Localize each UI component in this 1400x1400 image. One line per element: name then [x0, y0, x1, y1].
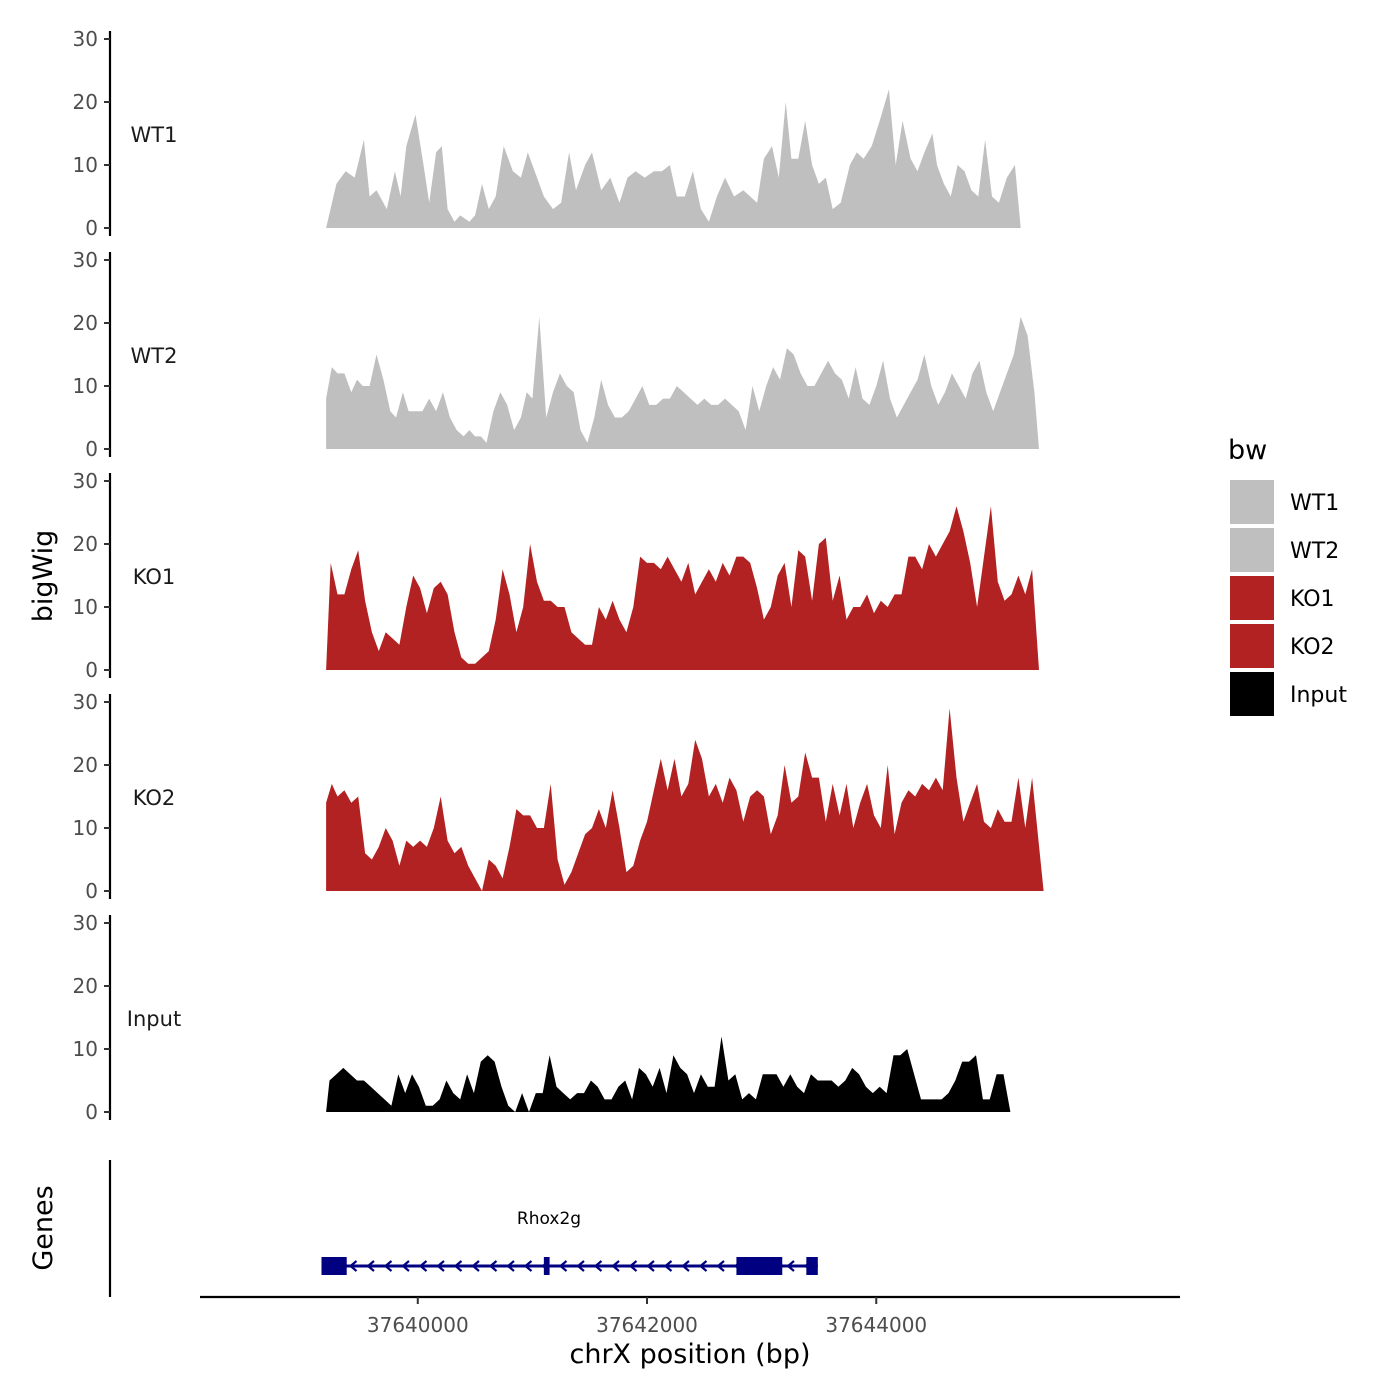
area-input [326, 1036, 1040, 1112]
legend-label-ko2: KO2 [1290, 635, 1335, 660]
gene-exon [321, 1257, 347, 1275]
strand-arrow [418, 1260, 428, 1272]
strand-arrow [348, 1260, 358, 1272]
y-tick-label: 0 [85, 1100, 98, 1124]
legend-key-ko2 [1230, 624, 1274, 668]
legend-title: bw [1228, 435, 1267, 466]
strand-arrow [786, 1260, 795, 1272]
track-wt1: 0 10 20 30 WT1 [73, 27, 1040, 240]
strand-arrow [383, 1260, 393, 1272]
y-tick-label: 0 [85, 216, 98, 240]
x-tick-label: 37644000 [825, 1313, 927, 1337]
strand-arrow [663, 1260, 673, 1272]
gene-exon [806, 1257, 818, 1275]
legend-label-ko1: KO1 [1290, 587, 1335, 612]
y-tick-label: 20 [73, 753, 98, 777]
y-tick-label: 20 [73, 974, 98, 998]
strand-arrow [628, 1260, 638, 1272]
y-tick-label: 0 [85, 437, 98, 461]
strand-arrow [681, 1260, 690, 1272]
strand-arrow [488, 1260, 498, 1272]
y-tick-label: 10 [73, 595, 98, 619]
y-tick-label: 30 [73, 248, 98, 272]
legend-label-wt2: WT2 [1290, 539, 1339, 564]
strand-arrow [453, 1260, 463, 1272]
strand-arrow [366, 1260, 375, 1272]
strand-arrow [611, 1260, 620, 1272]
y-tick-label: 0 [85, 658, 98, 682]
y-tick-label: 0 [85, 879, 98, 903]
y-tick-label: 30 [73, 911, 98, 935]
strand-arrow [506, 1260, 515, 1272]
y-tick-label: 10 [73, 816, 98, 840]
x-axis-title: chrX position (bp) [569, 1339, 810, 1370]
x-tick-label: 37642000 [596, 1313, 698, 1337]
y-tick-label: 10 [73, 1037, 98, 1061]
gene-exon [543, 1257, 550, 1275]
area-wt1 [326, 89, 1040, 229]
y-tick-label: 30 [73, 27, 98, 51]
x-tick-label: 37640000 [367, 1313, 469, 1337]
x-axis: 37640000 37642000 37644000 [200, 1295, 1180, 1337]
strand-arrow [401, 1260, 410, 1272]
legend-label-wt1: WT1 [1290, 491, 1339, 516]
track-label-wt1: WT1 [131, 123, 178, 147]
strand-arrow [593, 1260, 603, 1272]
strand-arrow [436, 1260, 445, 1272]
strand-arrow [523, 1260, 533, 1272]
y-tick-label: 20 [73, 532, 98, 556]
legend-key-wt1 [1230, 480, 1274, 524]
gene-name-label: Rhox2g [517, 1209, 581, 1229]
strand-arrow [558, 1260, 568, 1272]
strand-arrow [646, 1260, 655, 1272]
area-ko1 [326, 506, 1040, 670]
y-tick-label: 20 [73, 311, 98, 335]
gene-track-title: Genes [28, 1185, 59, 1270]
y-tick-label: 10 [73, 374, 98, 398]
track-ko1: 0 10 20 30 KO1 [73, 469, 1040, 682]
track-ko2: 0 10 20 30 KO2 [73, 690, 1044, 903]
track-label-ko2: KO2 [133, 786, 176, 810]
area-wt2 [326, 316, 1040, 449]
legend-label-input: Input [1290, 683, 1347, 708]
strand-arrow [471, 1260, 480, 1272]
legend-key-input [1230, 672, 1274, 716]
track-label-wt2: WT2 [131, 344, 178, 368]
legend: bw WT1 WT2 KO1 KO2 Input [1228, 435, 1347, 716]
legend-key-wt2 [1230, 528, 1274, 572]
y-axis-title: bigWig [28, 530, 59, 623]
track-label-ko1: KO1 [133, 565, 176, 589]
strand-arrow [698, 1260, 708, 1272]
track-wt2: 0 10 20 30 WT2 [73, 248, 1040, 461]
strand-arrow [576, 1260, 585, 1272]
y-tick-label: 30 [73, 469, 98, 493]
legend-key-ko1 [1230, 576, 1274, 620]
y-tick-label: 20 [73, 90, 98, 114]
strand-arrow [716, 1260, 725, 1272]
track-label-input: Input [127, 1007, 181, 1031]
bigwig-tracks: 0 10 20 30 WT1 0 10 20 30 WT2 0 10 20 30 KO1 0 10 20 30 KO2… [73, 27, 1044, 1124]
y-tick-label: 30 [73, 690, 98, 714]
gene-track: Rhox2g [108, 1160, 818, 1297]
y-tick-label: 10 [73, 153, 98, 177]
area-ko2 [326, 708, 1044, 891]
track-input: 0 10 20 30 Input [73, 911, 1040, 1124]
gene-exon [736, 1257, 783, 1275]
